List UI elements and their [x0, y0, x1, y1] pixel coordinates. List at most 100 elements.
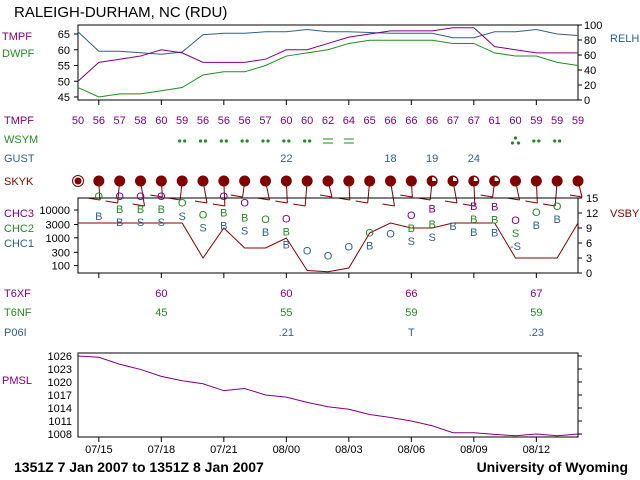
sky-cover-calm-icon [74, 177, 82, 185]
sky-cover-ovc-icon [135, 175, 146, 187]
p06i-value: .21 [279, 327, 294, 339]
relh-line [77, 28, 579, 55]
vsby-axis-tick: 0 [586, 268, 592, 280]
time-label: 07/15 [85, 444, 113, 456]
tmpf-value: 67 [447, 115, 459, 127]
sky-cover-ovc-icon [364, 175, 376, 187]
cloud-axis-tick: 100 [52, 261, 70, 273]
cloud-layer-1-code: O [386, 229, 395, 241]
cloud-layer-2-code: O [553, 201, 562, 213]
tmpf-label: TMPF [2, 31, 32, 43]
cloud-layer-2-code: B [137, 204, 144, 216]
sky-cover-ovc-icon [155, 175, 167, 187]
tmpf-value: 56 [93, 115, 105, 127]
gust-value: 18 [384, 153, 396, 165]
rain-dot [308, 139, 312, 143]
sky-cover-ovc-icon [260, 175, 271, 187]
t6nf-value: 55 [280, 307, 292, 319]
temp-axis-tick: 60 [58, 45, 70, 57]
pmsl-axis-tick: 1017 [48, 390, 72, 402]
cloud-axis-tick: 10000 [39, 205, 70, 217]
sky-cover-ovc-icon [218, 175, 230, 187]
cloud-layer-1-code: S [158, 217, 165, 229]
rain-dot [287, 139, 291, 143]
cloud-layer-1-code: S [428, 232, 435, 244]
cloud-layer-3-code: O [220, 191, 229, 203]
tmpf-value: 67 [468, 115, 480, 127]
rain-dot [532, 139, 536, 143]
temp-axis-tick: 45 [58, 92, 70, 104]
pmsl-axis-tick: 1020 [48, 377, 72, 389]
wind-barb-flag [319, 194, 333, 198]
t6xf-value: 60 [155, 288, 167, 300]
rain-shower-icon [510, 136, 521, 145]
wind-barb-flag [569, 194, 583, 198]
cloud-layer-2-code: S [512, 228, 519, 240]
wind-barb-flag [382, 203, 395, 207]
cloud-layer-3-code: O [115, 191, 124, 203]
tmpf-line [77, 27, 578, 82]
cloud-layer-2-code: B [408, 223, 415, 235]
cloud-layer-2-code: O [365, 228, 374, 240]
relh-axis-tick: 80 [584, 35, 596, 47]
gust-value: 24 [468, 153, 480, 165]
cloud-layer-2-code: B [241, 213, 248, 225]
sky-cover-ovc-icon [551, 175, 563, 187]
sky-cover-ovc-icon [301, 175, 313, 187]
rain-dot [516, 141, 521, 145]
sky-cover-gap [432, 177, 437, 181]
temp-axis-tick: 65 [58, 29, 70, 41]
rain-icon [553, 139, 562, 143]
time-label: 08/06 [398, 444, 426, 456]
fog-icon [343, 138, 354, 144]
tmpf-value: 56 [197, 115, 209, 127]
t6nf-value: 59 [405, 307, 417, 319]
pmsl-axis-tick: 1026 [48, 351, 72, 363]
rain-icon [303, 139, 312, 143]
dwpf-label: DWPF [2, 48, 35, 60]
cloud-layer-3-code: B [491, 202, 498, 214]
cloud-layer-1-code: B [262, 227, 269, 239]
vsby-axis-tick: 9 [586, 223, 592, 235]
cloud-axis-tick: 300 [52, 247, 70, 259]
wind-barb-flag [444, 200, 458, 204]
rain-dot [303, 139, 307, 143]
cloud-layer-1-code: B [220, 221, 227, 233]
sky-cover-ovc-icon [343, 175, 355, 187]
tmpf-row-label: TMPF [4, 115, 34, 127]
cloud-layer-1-code: O [345, 242, 354, 254]
rain-dot [513, 136, 518, 140]
rain-icon [219, 139, 228, 143]
p06i-value: .23 [529, 327, 544, 339]
cloud-layer-2-code: O [532, 207, 541, 219]
time-label: 08/00 [273, 444, 301, 456]
time-label: 08/09 [460, 444, 488, 456]
rain-dot [198, 139, 203, 143]
sky-cover-gap [473, 177, 478, 181]
cloud-layer-1-code: B [116, 217, 123, 229]
rain-dot [219, 139, 223, 143]
rain-dot [224, 139, 228, 143]
rain-dot [266, 139, 270, 143]
cloud-layer-1-code: O [324, 251, 333, 263]
t6nf-value: 59 [530, 307, 542, 319]
cloud-layer-2-code: O [95, 191, 104, 203]
rain-icon [261, 139, 270, 143]
cloud-layer-1-code: O [303, 245, 312, 257]
date-range-footer: 1351Z 7 Jan 2007 to 1351Z 8 Jan 2007 [14, 459, 264, 475]
tmpf-value: 56 [239, 115, 251, 127]
rain-dot [183, 139, 187, 143]
sky-cover-ovc-icon [239, 175, 251, 187]
cloud-layer-1-code: B [470, 227, 477, 239]
cloud-axis-tick: 3000 [46, 220, 70, 232]
cloud-layer-2-code: O [178, 198, 187, 210]
tmpf-value: 64 [343, 115, 355, 127]
relh-label: RELH [610, 33, 639, 45]
tmpf-value: 62 [322, 115, 334, 127]
rain-icon [282, 139, 291, 143]
rain-dot [537, 139, 541, 143]
pmsl-label: PMSL [2, 375, 32, 387]
station-title: RALEIGH-DURHAM, NC (RDU) [14, 4, 227, 21]
vsby-label: VSBY [610, 208, 640, 220]
